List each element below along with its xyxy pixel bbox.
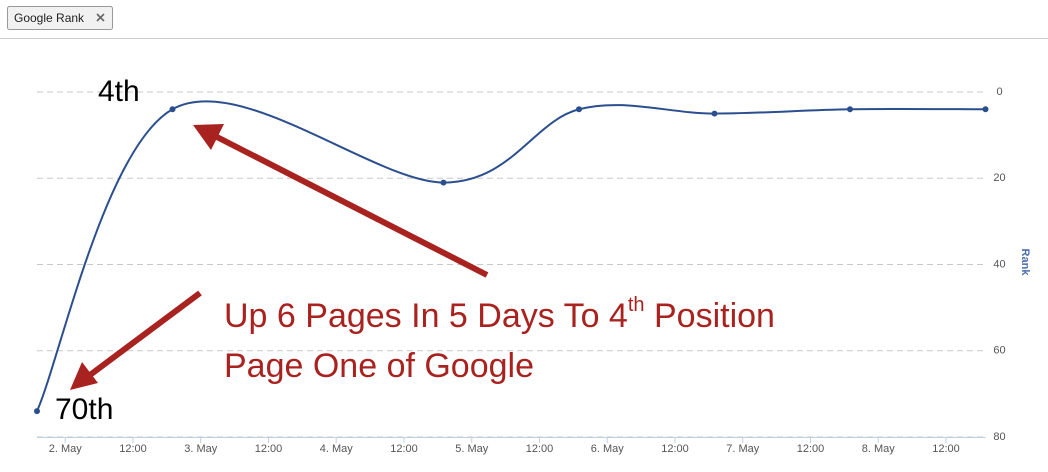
data-point <box>711 110 718 117</box>
data-point <box>169 106 176 113</box>
callout-text: Position <box>645 297 775 335</box>
series-line <box>36 100 986 412</box>
x-tick-label: 12:00 <box>526 443 554 455</box>
callout-line: Page One of Google <box>224 347 534 385</box>
callout-superscript: th <box>628 294 645 316</box>
x-tick-label: 3. May <box>184 443 218 455</box>
y-tick-label: 20 <box>993 172 1005 184</box>
x-tick-label: 2. May <box>49 443 83 455</box>
x-tick-label: 7. May <box>726 443 760 455</box>
callout-text: Up 6 Pages In 5 Days To 4 <box>224 297 628 335</box>
data-point <box>34 408 40 415</box>
y-tick-label: 0 <box>996 86 1002 98</box>
arrows <box>70 124 489 390</box>
x-tick-label: 8. May <box>862 443 896 455</box>
x-tick-label: 12:00 <box>932 443 960 455</box>
x-tick-label: 12:00 <box>661 443 689 455</box>
x-tick-label: 12:00 <box>255 443 283 455</box>
x-tick-label: 6. May <box>591 443 625 455</box>
filter-tag-label: Google Rank <box>14 11 85 25</box>
annotation: 4th <box>98 75 140 108</box>
filter-tag[interactable] <box>7 6 113 30</box>
y-tick-label: 80 <box>993 431 1005 443</box>
filter-bar <box>0 0 1048 38</box>
x-tick-label: 5. May <box>455 443 489 455</box>
y-tick-label: 60 <box>993 345 1005 357</box>
remove-icon[interactable] <box>96 13 105 22</box>
x-tick-label: 4. May <box>320 443 354 455</box>
x-tick-label: 12:00 <box>119 443 147 455</box>
data-point <box>440 179 447 186</box>
data-point <box>576 106 582 113</box>
annotation: 70th <box>55 393 113 426</box>
x-tick-label: 12:00 <box>390 443 418 455</box>
plot: 0 20 40 60 80 Rank 2. May 12:00 3. May 12:00 4. Ma… <box>34 86 1031 455</box>
data-point <box>982 106 989 113</box>
y-axis-title: Rank <box>1019 249 1031 277</box>
y-tick-label: 40 <box>993 258 1005 270</box>
x-tick-label: 12:00 <box>797 443 825 455</box>
data-point <box>847 106 853 113</box>
callout-line: Up 6 Pages In 5 Days To 4th Position <box>224 294 775 335</box>
